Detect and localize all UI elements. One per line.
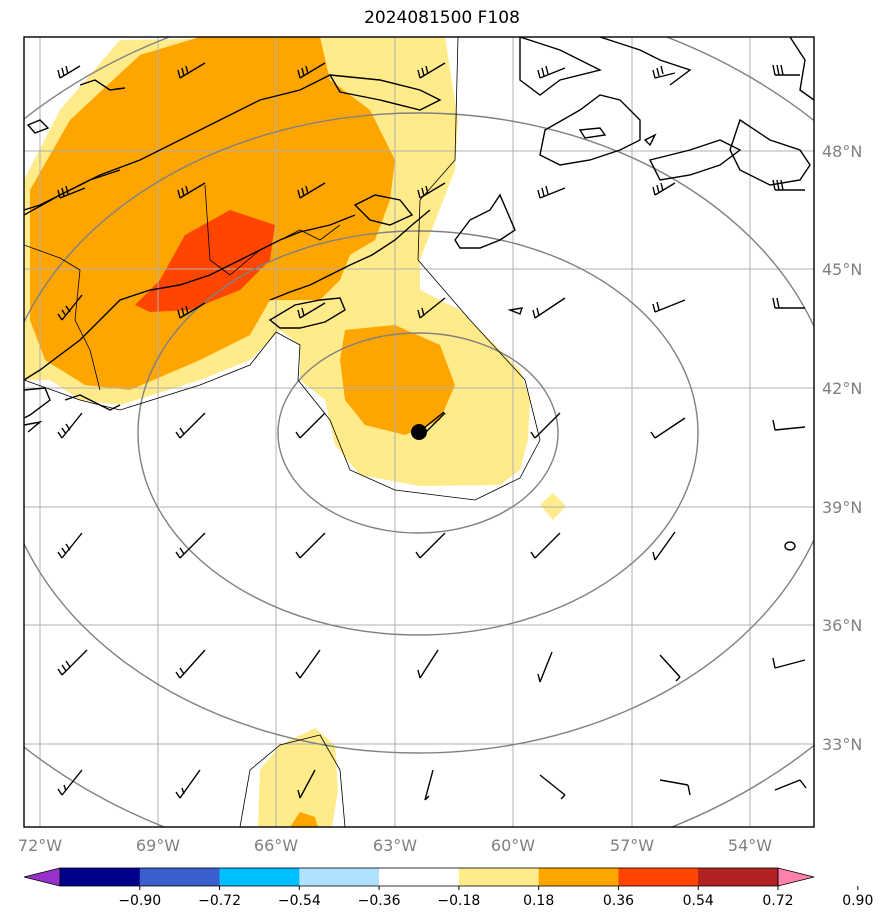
graticule [24,37,814,827]
colorbar-tick-label: 0.54 [683,893,714,909]
map-area [24,37,814,827]
lon-label: 54°W [728,836,772,855]
colorbar-tick-label: −0.36 [358,893,401,909]
lon-label: 72°W [18,836,62,855]
contour-line-south [239,734,346,827]
lat-label: 42°N [822,379,862,398]
colorbar-tick-label: −0.90 [118,893,161,909]
colorbar-segment [219,868,300,886]
range-rings [24,37,814,827]
lon-axis: 72°W 69°W 66°W 63°W 60°W 57°W 54°W [18,836,772,855]
colorbar-segment [618,868,699,886]
lat-label: 39°N [822,498,862,517]
colorbar-tick-label: −0.72 [198,893,241,909]
colorbar-segment [458,868,540,886]
colorbar-extend-min [23,867,61,887]
lon-label: 66°W [254,836,298,855]
colorbar-tick-label: −0.54 [278,893,321,909]
colorbar-segment [379,868,460,886]
lat-label: 48°N [822,142,862,161]
lon-label: 60°W [491,836,535,855]
colorbar-extend-max [777,867,815,887]
colorbar-segment [698,868,779,886]
colorbar-tick-label: 0.36 [603,893,634,909]
map-title: 2024081500 F108 [364,8,520,28]
coastlines [24,37,814,551]
colorbar-segment [299,868,380,886]
colorbar-segment [538,868,619,886]
lon-label: 63°W [373,836,417,855]
lat-label: 33°N [822,735,862,754]
colorbar-segment [60,868,141,886]
colorbar: −0.90 −0.72 −0.54 −0.36 −0.18 0.18 0.36 0.54 0.7… [23,867,873,909]
colorbar-tick-label: −0.18 [437,893,480,909]
lat-label: 45°N [822,260,862,279]
colorbar-frame [59,867,779,887]
colorbar-segment [139,868,221,886]
colorbar-tick-label: 0.72 [762,893,793,909]
contour-line [24,37,541,501]
storm-center-barb [418,411,445,433]
lon-label: 69°W [136,836,180,855]
wind-barbs [57,62,807,801]
lat-label: 36°N [822,616,862,635]
borders [24,184,341,391]
colorbar-tick-label: 0.90 [842,893,873,909]
map-frame [23,36,815,828]
lat-axis: 48°N 45°N 42°N 39°N 36°N 33°N [822,142,862,754]
colorbar-tick-label: 0.18 [523,893,554,909]
lon-label: 57°W [610,836,654,855]
